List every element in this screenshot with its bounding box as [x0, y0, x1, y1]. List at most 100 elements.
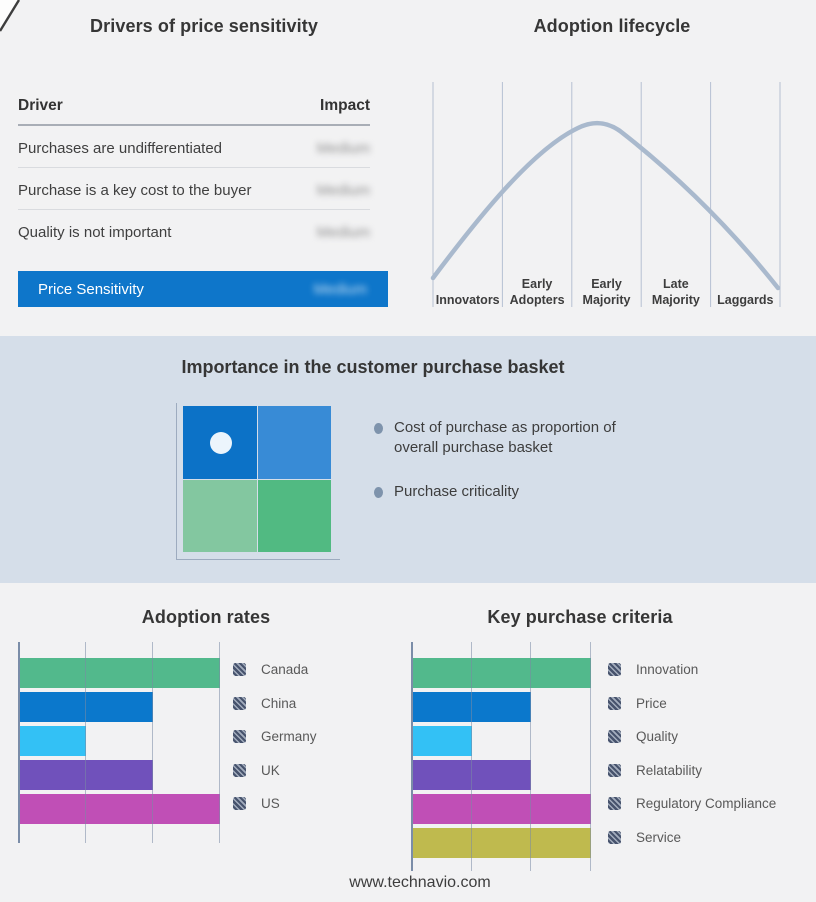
bar-us	[19, 794, 220, 824]
quadrant-cell-bottom-left	[183, 479, 257, 552]
stage-label: Innovators	[436, 293, 500, 307]
bar-china	[19, 692, 153, 722]
lifecycle-gridlines	[432, 82, 781, 307]
legend-item: US	[233, 787, 317, 821]
bar-price	[412, 692, 532, 722]
bar-germany	[19, 726, 86, 756]
adoption-rates-plot	[18, 642, 220, 843]
bar-canada	[19, 658, 220, 688]
gridline	[470, 642, 472, 871]
key-purchase-criteria-plot	[411, 642, 591, 871]
lifecycle-section-title: Adoption lifecycle	[533, 16, 691, 36]
quadrant-cell-top-left	[183, 406, 257, 479]
driver-cell: Purchases are undifferentiated	[18, 140, 223, 157]
purchase-basket-title: Importance in the customer purchase bask…	[181, 357, 565, 377]
purchase-basket-band: Importance in the customer purchase bask…	[0, 336, 816, 583]
hatched-swatch-icon	[233, 763, 246, 777]
bullet-text: Cost of purchase as proportion of overal…	[394, 419, 616, 456]
key-purchase-criteria-legend: Innovation Price Quality Relatability Regula…	[608, 653, 776, 854]
driver-cell: Quality is not important	[18, 224, 172, 241]
hatched-swatch-icon	[608, 830, 621, 844]
legend-item: Price	[608, 687, 776, 721]
gridline	[530, 642, 532, 871]
legend-label: US	[261, 796, 280, 812]
bullet-icon	[374, 487, 383, 498]
driver-cell: Purchase is a key cost to the buyer	[18, 182, 252, 199]
purchase-basket-bullets: Cost of purchase as proportion of overal…	[374, 418, 646, 526]
legend-label: Service	[636, 829, 682, 845]
bar-innovation	[412, 658, 591, 688]
bar-regulatory-compliance	[412, 794, 591, 824]
bar-service	[412, 828, 591, 858]
hatched-swatch-icon	[233, 696, 246, 710]
legend-label: Germany	[261, 729, 317, 745]
bar-uk	[19, 760, 153, 790]
hatched-swatch-icon	[608, 763, 621, 777]
adoption-curve	[430, 120, 781, 291]
table-row: Purchase is a key cost to the buyer Mediu…	[18, 168, 370, 210]
legend-item: Relatability	[608, 754, 776, 788]
y-axis	[411, 642, 413, 871]
column-header-impact: Impact	[320, 97, 370, 114]
bullet-item: Purchase criticality	[374, 482, 646, 502]
quadrant-axes	[176, 403, 340, 560]
hatched-swatch-icon	[233, 797, 246, 811]
bar-quality	[412, 726, 472, 756]
drivers-table: Driver Impact Purchases are undifferenti…	[18, 97, 370, 251]
gridline	[151, 642, 153, 843]
legend-label: China	[261, 695, 297, 711]
drivers-section-title: Drivers of price sensitivity	[90, 16, 318, 36]
legend-label: Price	[636, 695, 667, 711]
drivers-table-header: Driver Impact	[18, 97, 370, 126]
bullet-text: Purchase criticality	[394, 483, 520, 500]
stage-label: Laggards	[717, 293, 773, 307]
key-purchase-criteria-title: Key purchase criteria	[487, 607, 673, 627]
legend-item: Germany	[233, 720, 317, 754]
drivers-table-body: Purchases are undifferentiated Medium Purc…	[18, 126, 370, 251]
column-header-driver: Driver	[18, 97, 63, 114]
stage-label: Early Adopters	[510, 277, 565, 307]
quadrant-matrix	[183, 406, 331, 552]
gridline	[219, 642, 220, 843]
bullet-item: Cost of purchase as proportion of overal…	[374, 418, 646, 458]
legend-item: China	[233, 687, 317, 721]
impact-cell-blurred: Medium	[316, 182, 370, 199]
gridline	[590, 642, 591, 871]
table-row: Purchases are undifferentiated Medium	[18, 126, 370, 168]
adoption-rates-legend: Canada China Germany UK US	[233, 653, 317, 821]
price-sensitivity-impact-blurred: Medium	[313, 280, 367, 298]
bar-relatability	[412, 760, 532, 790]
price-sensitivity-label: Price Sensitivity	[38, 280, 144, 298]
legend-item: Service	[608, 821, 776, 855]
table-row: Quality is not important Medium	[18, 210, 370, 251]
legend-item: Innovation	[608, 653, 776, 687]
hatched-swatch-icon	[608, 663, 621, 677]
corner-fold-icon	[0, 0, 21, 32]
hatched-swatch-icon	[608, 696, 621, 710]
price-sensitivity-bar: Price Sensitivity Medium	[18, 271, 388, 307]
impact-cell-blurred: Medium	[316, 140, 370, 157]
hatched-swatch-icon	[233, 730, 246, 744]
bullet-icon	[374, 423, 383, 434]
stage-label: Late Majority	[652, 277, 700, 307]
legend-item: Quality	[608, 720, 776, 754]
y-axis	[18, 642, 20, 843]
adoption-lifecycle-chart: Innovators Early Adopters Early Majority Late…	[430, 82, 781, 307]
impact-cell-blurred: Medium	[316, 224, 370, 241]
gridline	[84, 642, 86, 843]
legend-label: Canada	[261, 662, 309, 678]
position-marker-dot	[210, 432, 232, 454]
lifecycle-stage-labels: Innovators Early Adopters Early Majority Late…	[436, 277, 774, 307]
stage-label: Early Majority	[583, 277, 631, 307]
quadrant-cell-bottom-right	[257, 479, 331, 552]
legend-label: Relatability	[636, 762, 703, 778]
legend-label: Quality	[636, 729, 679, 745]
hatched-swatch-icon	[608, 797, 621, 811]
quadrant-cell-top-right	[257, 406, 331, 479]
technavio-link[interactable]: www.technavio.com	[349, 874, 491, 891]
adoption-rates-title: Adoption rates	[141, 607, 271, 627]
legend-item: Regulatory Compliance	[608, 787, 776, 821]
legend-item: UK	[233, 754, 317, 788]
legend-label: Innovation	[636, 662, 699, 678]
